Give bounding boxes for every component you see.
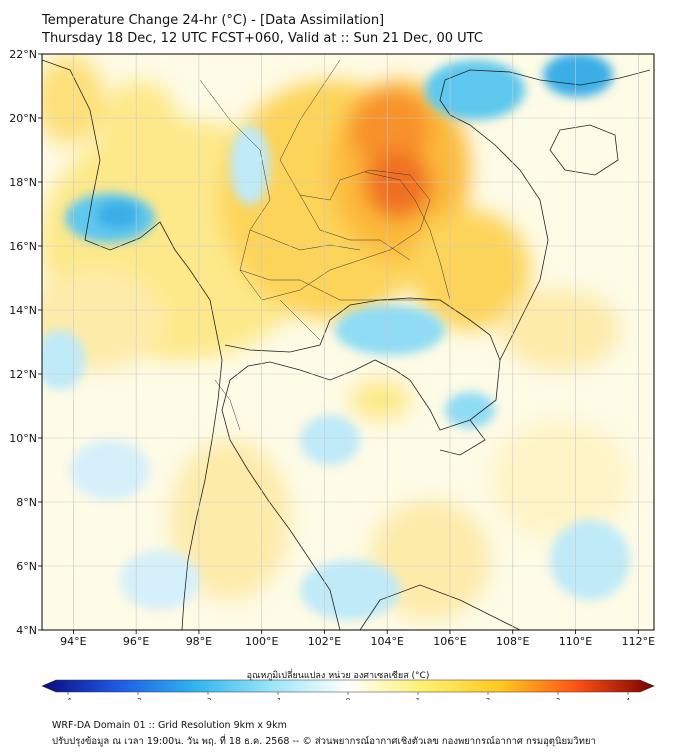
x-tick-label: 104°E bbox=[371, 635, 404, 648]
map-frame bbox=[41, 53, 655, 631]
y-tick-label: 6°N bbox=[16, 560, 37, 573]
colorbar-label: อุณหภูมิเปลี่ยนแปลง หน่วย องศาเซลเซียส (… bbox=[246, 671, 430, 681]
title-line-1: Temperature Change 24-hr (°C) - [Data As… bbox=[42, 13, 385, 28]
y-tick-label: 20°N bbox=[9, 112, 37, 125]
y-tick-label: 12°N bbox=[9, 368, 37, 381]
colorbar-tick-label: 3 bbox=[556, 697, 560, 700]
y-tick-label: 16°N bbox=[9, 240, 37, 253]
temperature-change-map: 94°E 96°E 98°E 100°E 102°E 104°E 106°E 108°E 110… bbox=[9, 48, 655, 700]
x-tick-label: 106°E bbox=[433, 635, 466, 648]
colorbar-tick-label: -1 bbox=[275, 697, 282, 700]
x-tick-label: 102°E bbox=[308, 635, 341, 648]
footer-line-1: WRF-DA Domain 01 :: Grid Resolution 9km … bbox=[52, 720, 287, 731]
y-tick-label: 8°N bbox=[16, 496, 37, 509]
colorbar-tick-label: 0 bbox=[346, 697, 350, 700]
x-tick-label: 108°E bbox=[496, 635, 529, 648]
x-tick-label: 100°E bbox=[245, 635, 278, 648]
graticule bbox=[42, 54, 654, 630]
footer-line-2: ปรับปรุงข้อมูล ณ เวลา 19:00น. วัน พฤ. ที… bbox=[52, 736, 596, 747]
map-title: Temperature Change 24-hr (°C) - [Data As… bbox=[42, 12, 483, 48]
longitude-ticks: 94°E 96°E 98°E 100°E 102°E 104°E 106°E 108°E 110… bbox=[60, 630, 655, 648]
x-tick-label: 94°E bbox=[60, 635, 86, 648]
political-borders bbox=[199, 59, 451, 431]
colorbar-ramp bbox=[41, 679, 655, 693]
x-tick-label: 96°E bbox=[123, 635, 149, 648]
x-tick-label: 98°E bbox=[186, 635, 212, 648]
y-tick-label: 10°N bbox=[9, 432, 37, 445]
colorbar-tick-label: 2 bbox=[486, 697, 490, 700]
colorbar-tick-label: 1 bbox=[416, 697, 420, 700]
colorbar: -4 -3 -2 -1 0 1 2 3 4 bbox=[41, 679, 655, 700]
colorbar-tick-label: -4 bbox=[65, 697, 73, 700]
x-tick-label: 110°E bbox=[559, 635, 592, 648]
colorbar-tick-label: 4 bbox=[626, 697, 631, 700]
footer: WRF-DA Domain 01 :: Grid Resolution 9km … bbox=[52, 718, 596, 750]
colorbar-tick-label: -3 bbox=[135, 697, 142, 700]
colorbar-ticks: -4 -3 -2 -1 0 1 2 3 4 bbox=[65, 692, 631, 700]
title-line-2: Thursday 18 Dec, 12 UTC FCST+060, Valid … bbox=[42, 31, 483, 46]
y-tick-label: 22°N bbox=[9, 48, 37, 61]
temperature-field bbox=[42, 54, 654, 630]
y-tick-label: 4°N bbox=[16, 624, 37, 637]
x-tick-label: 112°E bbox=[622, 635, 655, 648]
y-tick-label: 18°N bbox=[9, 176, 37, 189]
latitude-ticks: 22°N 20°N 18°N 16°N 14°N 12°N 10°N 8°N 6°N 4°N bbox=[9, 48, 42, 637]
colorbar-tick-label: -2 bbox=[205, 697, 212, 700]
y-tick-label: 14°N bbox=[9, 304, 37, 317]
